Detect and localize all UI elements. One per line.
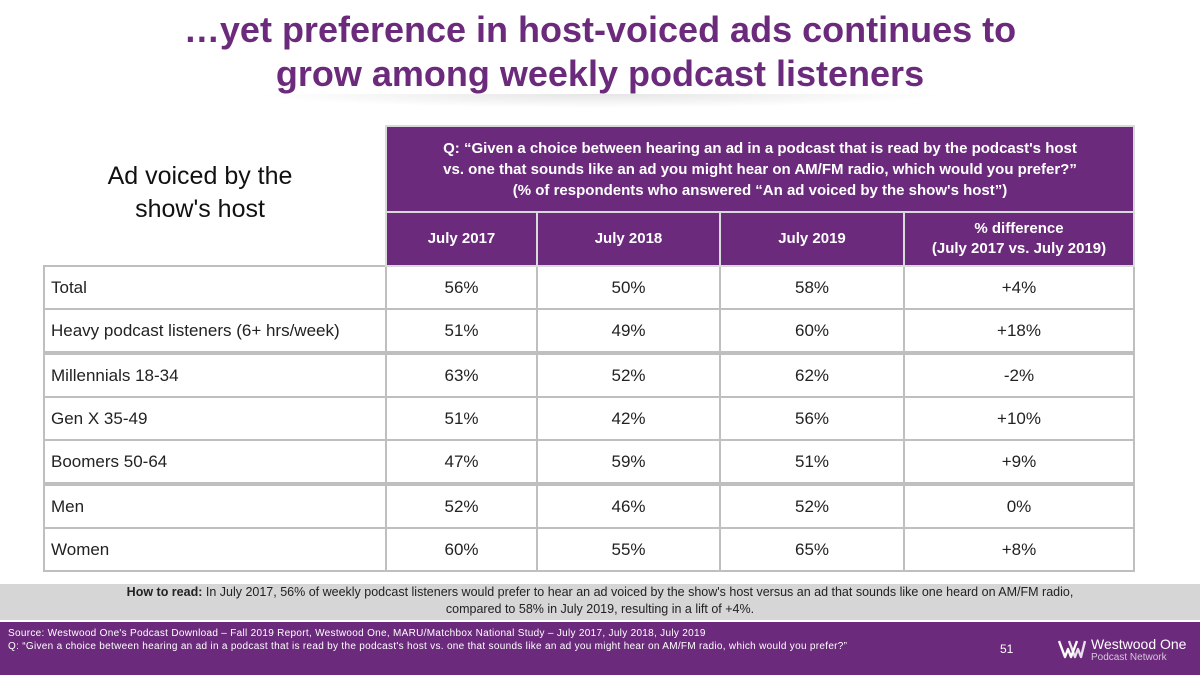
row-value: +9% [903,439,1135,485]
slide-title-line2: grow among weekly podcast listeners [275,53,925,94]
row-value: 51% [719,439,905,485]
question-line1: Q: “Given a choice between hearing an ad… [443,139,1077,157]
row-label: Boomers 50-64 [43,439,387,485]
slide-title: …yet preference in host-voiced ads conti… [0,8,1200,96]
logo-mark-icon [1058,640,1086,659]
page-number: 51 [1000,642,1014,656]
logo-subtitle: Podcast Network [1091,652,1167,663]
table-row: Gen X 35-49 51% 42% 56% +10% [43,396,1135,441]
row-value: 0% [903,482,1135,529]
row-label: Total [43,265,387,310]
column-header-july-2019: July 2019 [719,211,905,267]
column-header-july-2018: July 2018 [536,211,721,267]
row-value: +18% [903,308,1135,354]
table-row: Millennials 18-34 63% 52% 62% -2% [43,351,1135,398]
table-row-header-label: Ad voiced by the show's host [60,160,340,226]
row-value: 60% [385,527,538,572]
title-underline-shadow [250,94,950,108]
question-line2: vs. one that sounds like an ad you might… [443,160,1077,178]
row-value: 47% [385,439,538,485]
row-value: 52% [536,351,721,398]
row-value: 52% [385,482,538,529]
logo-name: Westwood One [1091,636,1187,652]
row-value: 51% [385,396,538,441]
row-value: 51% [385,308,538,354]
how-to-read-line1: How to read: In July 2017, 56% of weekly… [0,584,1200,601]
column-header-july-2017: July 2017 [385,211,538,267]
row-value: 52% [719,482,905,529]
row-label: Heavy podcast listeners (6+ hrs/week) [43,308,387,354]
question-line3: (% of respondents who answered “An ad vo… [512,181,1008,199]
footer-bar: Source: Westwood One's Podcast Download … [0,622,1200,675]
row-value: 46% [536,482,721,529]
how-to-read-text: In July 2017, 56% of weekly podcast list… [202,585,1074,599]
table-row: Women 60% 55% 65% +8% [43,527,1135,572]
how-to-read-line2: compared to 58% in July 2019, resulting … [445,602,755,616]
how-to-read-label: How to read: [126,585,203,599]
slide-title-line1: …yet preference in host-voiced ads conti… [183,9,1017,50]
how-to-read-box: How to read: In July 2017, 56% of weekly… [0,584,1200,620]
row-label: Men [43,482,387,529]
row-value: 56% [385,265,538,310]
row-label: Millennials 18-34 [43,351,387,398]
row-value: 60% [719,308,905,354]
footer-source-text: Source: Westwood One's Podcast Download … [8,628,706,639]
westwood-one-logo: Westwood One Podcast Network [1058,636,1193,666]
row-value: +10% [903,396,1135,441]
row-header-line1: Ad voiced by the [107,162,293,190]
table-body: Total 56% 50% 58% +4% Heavy podcast listeners… [43,265,1135,572]
row-value: 62% [719,351,905,398]
footer-question-text: Q: “Given a choice between hearing an ad… [8,641,848,652]
table-row: Men 52% 46% 52% 0% [43,482,1135,529]
row-value: 63% [385,351,538,398]
row-value: +8% [903,527,1135,572]
column-header-difference: % difference (July 2017 vs. July 2019) [903,211,1135,267]
row-value: 56% [719,396,905,441]
row-value: -2% [903,351,1135,398]
difference-header-line2: (July 2017 vs. July 2019) [931,240,1107,257]
row-label: Women [43,527,387,572]
footer-source: Source: Westwood One's Podcast Download … [8,627,938,653]
table-row: Heavy podcast listeners (6+ hrs/week) 51%… [43,308,1135,354]
row-value: 58% [719,265,905,310]
row-value: +4% [903,265,1135,310]
question-header: Q: “Given a choice between hearing an ad… [385,125,1135,213]
row-value: 65% [719,527,905,572]
results-table: Q: “Given a choice between hearing an ad… [43,125,1135,572]
difference-header-line1: % difference [974,220,1064,237]
row-value: 55% [536,527,721,572]
table-row: Boomers 50-64 47% 59% 51% +9% [43,439,1135,485]
row-value: 59% [536,439,721,485]
row-value: 50% [536,265,721,310]
row-value: 42% [536,396,721,441]
table-row: Total 56% 50% 58% +4% [43,265,1135,310]
row-label: Gen X 35-49 [43,396,387,441]
row-header-line2: show's host [135,195,265,223]
row-value: 49% [536,308,721,354]
